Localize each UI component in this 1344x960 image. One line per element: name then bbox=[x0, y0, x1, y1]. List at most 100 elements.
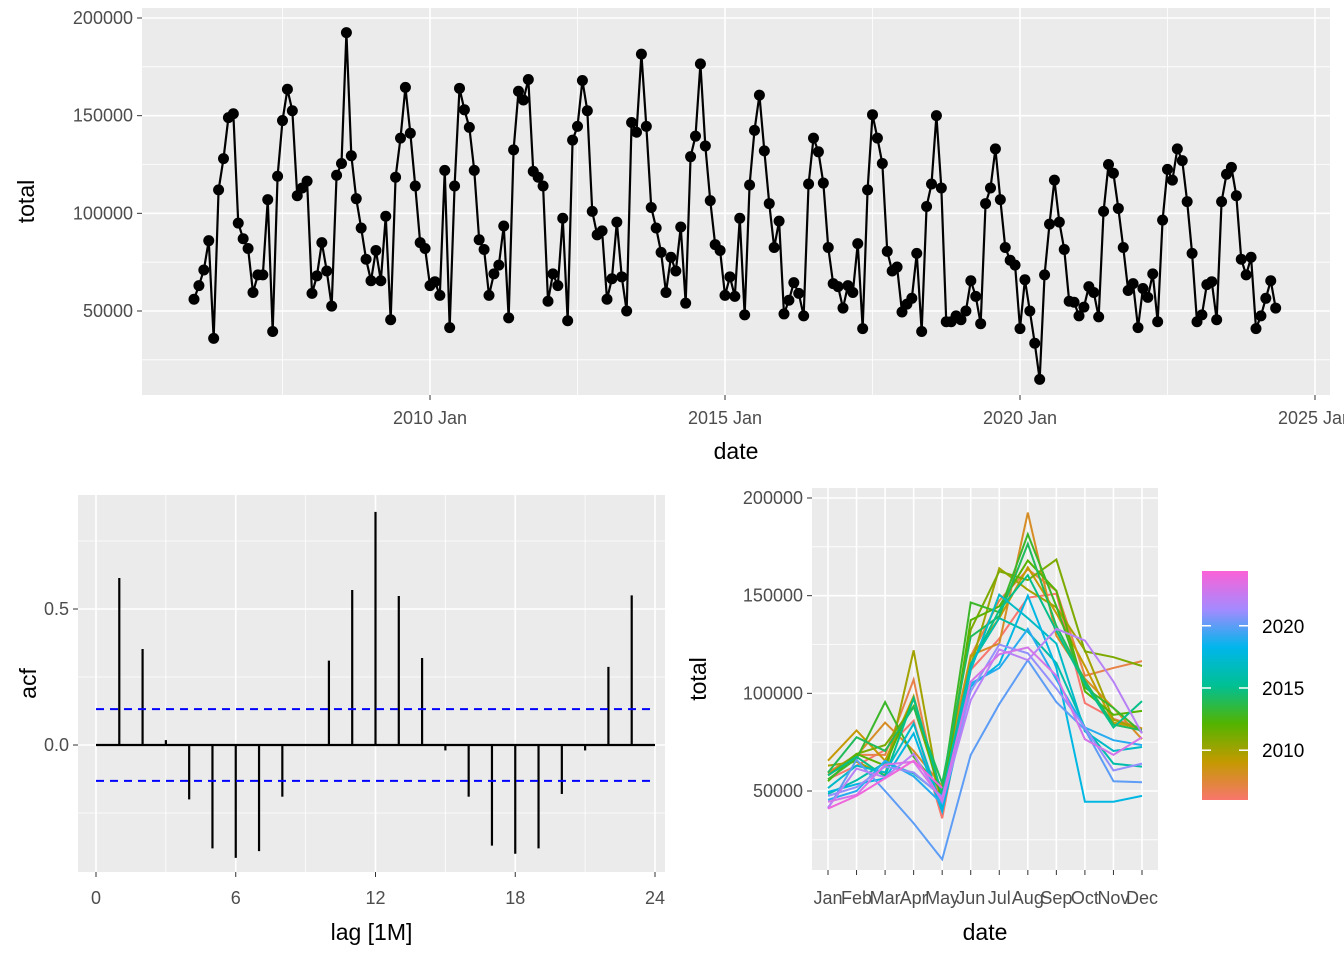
acf-panel: 0.0 0.5 0 6 12 18 24 lag [1M] acf bbox=[15, 495, 665, 945]
data-point bbox=[188, 293, 200, 305]
data-point bbox=[621, 305, 633, 317]
data-point bbox=[1176, 155, 1188, 167]
x-tick-label: Jan bbox=[813, 888, 842, 908]
data-point bbox=[1137, 283, 1149, 295]
data-point bbox=[399, 81, 411, 93]
y-axis-title: acf bbox=[15, 668, 41, 699]
data-point bbox=[390, 171, 402, 183]
data-point bbox=[1117, 242, 1129, 254]
data-point bbox=[562, 315, 574, 327]
data-point bbox=[980, 198, 992, 210]
data-point bbox=[449, 180, 461, 192]
data-point bbox=[267, 326, 279, 338]
data-point bbox=[1206, 276, 1218, 288]
data-point bbox=[1048, 174, 1060, 186]
data-point bbox=[994, 194, 1006, 206]
data-point bbox=[690, 130, 701, 142]
data-point bbox=[985, 182, 996, 194]
data-point bbox=[631, 126, 642, 138]
season-line-2015 bbox=[827, 573, 1143, 796]
data-point bbox=[832, 281, 844, 293]
data-point bbox=[926, 178, 937, 190]
data-point bbox=[989, 143, 1001, 155]
x-tick-label: 24 bbox=[645, 888, 665, 908]
data-point bbox=[626, 117, 638, 129]
data-point bbox=[380, 210, 392, 222]
data-point bbox=[218, 153, 229, 165]
data-point bbox=[468, 164, 480, 176]
data-point bbox=[837, 302, 849, 314]
data-point bbox=[778, 308, 790, 320]
data-point bbox=[345, 150, 357, 162]
data-point bbox=[473, 234, 485, 246]
data-point bbox=[1181, 196, 1193, 208]
data-point bbox=[635, 48, 647, 60]
data-point bbox=[1196, 309, 1208, 321]
x-tick-label: 6 bbox=[231, 888, 241, 908]
data-point bbox=[227, 108, 239, 120]
data-point bbox=[788, 277, 800, 289]
data-point bbox=[311, 270, 323, 282]
data-point bbox=[744, 179, 756, 191]
data-point bbox=[1260, 292, 1272, 304]
data-point bbox=[1024, 305, 1036, 317]
data-point bbox=[768, 242, 780, 254]
season-line-2020 bbox=[827, 658, 1143, 862]
data-point bbox=[586, 205, 598, 217]
data-point bbox=[871, 132, 883, 144]
x-tick-label: 2020 Jan bbox=[983, 408, 1057, 428]
data-point bbox=[552, 280, 564, 292]
x-tick-label: 18 bbox=[505, 888, 525, 908]
season-line-2023 bbox=[827, 646, 1143, 803]
data-point bbox=[193, 280, 205, 292]
data-point bbox=[581, 105, 593, 117]
x-tick-label: Aug bbox=[1012, 888, 1044, 908]
data-point bbox=[906, 292, 918, 304]
data-point bbox=[881, 245, 893, 257]
data-point bbox=[601, 293, 613, 305]
data-point bbox=[1250, 323, 1262, 335]
data-point bbox=[822, 242, 834, 254]
x-tick-label: Apr bbox=[900, 888, 928, 908]
x-axis-title: date bbox=[963, 919, 1008, 945]
y-tick-label: 150000 bbox=[73, 106, 133, 126]
data-point bbox=[650, 222, 662, 234]
season-line-2014 bbox=[827, 541, 1143, 787]
data-point bbox=[793, 287, 805, 299]
data-point bbox=[513, 85, 524, 97]
x-axis-title: date bbox=[714, 438, 759, 464]
data-point bbox=[1014, 323, 1026, 335]
data-point bbox=[867, 109, 878, 121]
data-point bbox=[857, 323, 869, 335]
y-tick-label: 100000 bbox=[743, 683, 803, 703]
data-point bbox=[694, 58, 706, 70]
data-point bbox=[817, 177, 829, 189]
legend-label: 2020 bbox=[1262, 617, 1304, 638]
data-point bbox=[763, 198, 775, 210]
data-point bbox=[306, 287, 318, 299]
data-point bbox=[503, 312, 515, 324]
data-point bbox=[567, 134, 579, 146]
y-axis-title: total bbox=[13, 180, 39, 223]
x-tick-label: Nov bbox=[1097, 888, 1129, 908]
data-point bbox=[444, 322, 456, 334]
panel-background bbox=[142, 8, 1330, 395]
x-tick-label: Mar bbox=[870, 888, 901, 908]
x-tick-label: Feb bbox=[841, 888, 872, 908]
data-point bbox=[572, 120, 583, 132]
season-line-2024 bbox=[827, 759, 943, 810]
data-point bbox=[916, 326, 928, 338]
data-point bbox=[483, 289, 495, 301]
data-point bbox=[1186, 247, 1198, 259]
data-point bbox=[1093, 311, 1105, 323]
data-point bbox=[1088, 286, 1100, 298]
data-point bbox=[463, 121, 475, 133]
data-point bbox=[301, 175, 313, 187]
data-point bbox=[1103, 159, 1114, 170]
data-point bbox=[675, 221, 687, 233]
data-point bbox=[429, 276, 441, 288]
data-point bbox=[277, 115, 288, 127]
data-point bbox=[262, 194, 274, 206]
data-point bbox=[808, 132, 819, 144]
